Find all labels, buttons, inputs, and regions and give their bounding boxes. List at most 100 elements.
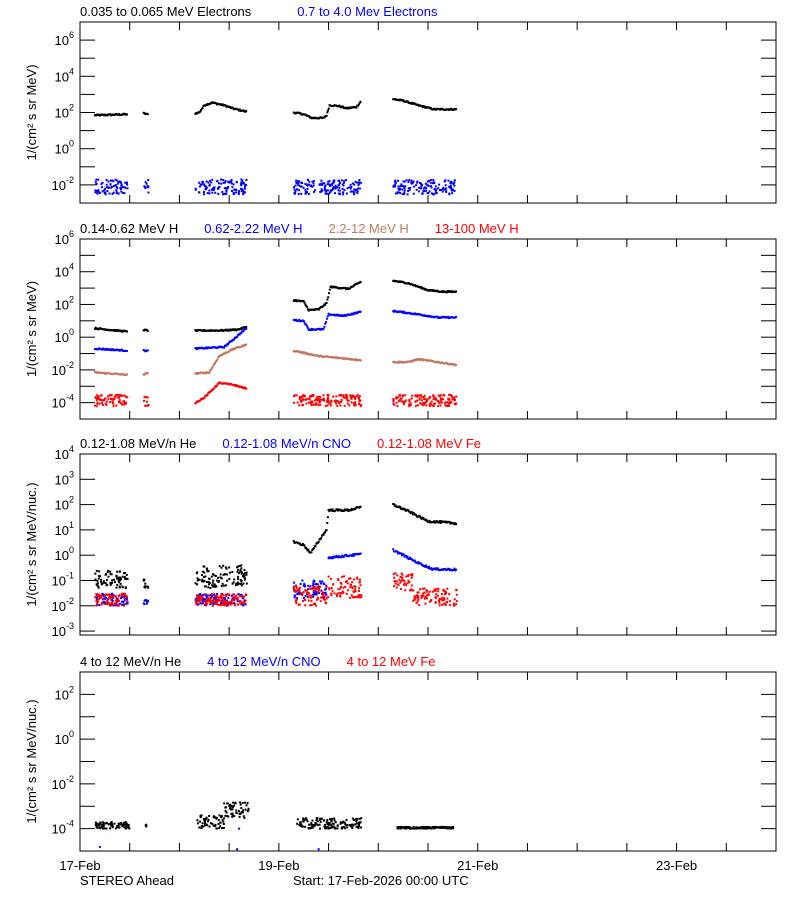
- data-point: [123, 400, 126, 403]
- data-point: [123, 401, 126, 404]
- data-point: [200, 602, 203, 605]
- data-point: [219, 599, 222, 602]
- data-point: [448, 604, 451, 607]
- data-point: [322, 583, 325, 586]
- plot-frame: [79, 453, 777, 636]
- data-point: [237, 568, 240, 571]
- data-point: [336, 400, 339, 403]
- data-point: [116, 182, 119, 185]
- data-point: [302, 398, 305, 401]
- data-point: [119, 188, 122, 191]
- data-point: [106, 603, 109, 606]
- data-point: [227, 597, 230, 600]
- data-point: [124, 821, 127, 824]
- data-point: [440, 361, 443, 364]
- data-point: [217, 822, 220, 825]
- data-point: [225, 344, 228, 347]
- data-point: [311, 180, 314, 183]
- data-point: [400, 827, 403, 830]
- data-point: [296, 401, 299, 404]
- data-point: [327, 180, 330, 183]
- data-point: [436, 315, 439, 318]
- data-point: [207, 583, 210, 586]
- data-point: [119, 577, 122, 580]
- data-point: [409, 827, 412, 830]
- data-point: [437, 594, 440, 597]
- data-point: [350, 397, 353, 400]
- data-point: [314, 592, 317, 595]
- data-point: [226, 343, 229, 346]
- plot-frame: [79, 238, 777, 420]
- data-point: [313, 190, 316, 193]
- data-point: [343, 189, 346, 192]
- data-point: [208, 189, 211, 192]
- data-point: [298, 396, 301, 399]
- data-point: [240, 187, 243, 190]
- data-point: [303, 394, 306, 397]
- y-tick-label: 10-4: [52, 819, 74, 837]
- data-point: [426, 827, 429, 830]
- data-point: [216, 579, 219, 582]
- data-point: [239, 582, 242, 585]
- data-point: [213, 593, 216, 596]
- data-point: [222, 564, 225, 567]
- data-point: [96, 822, 99, 825]
- data-point: [410, 101, 413, 104]
- data-point: [102, 580, 105, 583]
- data-point: [146, 372, 149, 375]
- y-tick-label: 10-1: [52, 570, 74, 588]
- data-point: [342, 555, 345, 558]
- data-point: [121, 600, 124, 603]
- data-point: [199, 598, 202, 601]
- data-point: [328, 402, 331, 405]
- data-point: [205, 180, 208, 183]
- data-point: [120, 186, 123, 189]
- series-1: [93, 97, 458, 120]
- data-point: [306, 352, 309, 355]
- data-point: [357, 827, 360, 830]
- data-point: [305, 304, 308, 307]
- data-point: [448, 185, 451, 188]
- data-point: [425, 400, 428, 403]
- data-point: [218, 814, 221, 817]
- data-point: [244, 577, 247, 580]
- data-point: [98, 575, 101, 578]
- data-point: [337, 556, 340, 559]
- data-point: [231, 593, 234, 596]
- data-point: [203, 565, 206, 568]
- data-point: [432, 521, 435, 524]
- data-point: [227, 601, 230, 604]
- data-point: [104, 598, 107, 601]
- data-point: [401, 826, 404, 829]
- data-point: [433, 589, 436, 592]
- data-point: [357, 825, 360, 828]
- data-point: [315, 542, 318, 545]
- data-point: [342, 821, 345, 824]
- data-point: [222, 822, 225, 825]
- data-point: [237, 572, 240, 575]
- data-point: [440, 189, 443, 192]
- data-point: [146, 330, 149, 333]
- data-point: [432, 394, 435, 397]
- data-point: [121, 825, 124, 828]
- data-point: [330, 823, 333, 826]
- data-point: [101, 582, 104, 585]
- data-point: [315, 818, 318, 821]
- data-point: [301, 579, 304, 582]
- data-point: [392, 398, 395, 401]
- data-point: [438, 826, 441, 829]
- data-point: [420, 562, 423, 565]
- data-point: [431, 590, 434, 593]
- data-point: [356, 190, 359, 193]
- data-point: [204, 575, 207, 578]
- data-point: [109, 186, 112, 189]
- data-point: [119, 822, 122, 825]
- data-point: [114, 604, 117, 607]
- data-point: [217, 187, 220, 190]
- data-point: [99, 581, 102, 584]
- data-point: [399, 397, 402, 400]
- data-point: [303, 351, 306, 354]
- data-point: [125, 330, 128, 333]
- legend-entry: 0.12-1.08 MeV/n CNO: [222, 436, 351, 451]
- data-point: [396, 574, 399, 577]
